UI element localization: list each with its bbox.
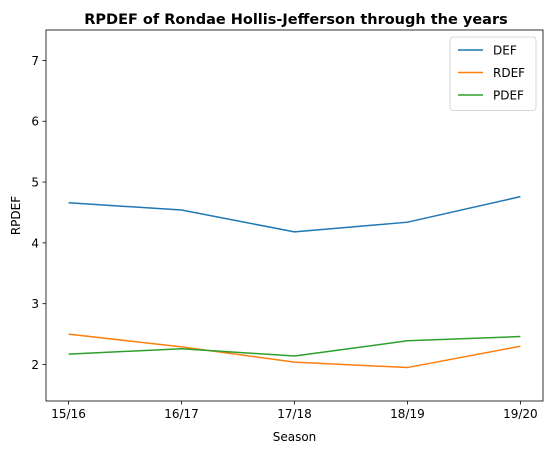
legend: DEF RDEF PDEF	[449, 36, 537, 111]
series-lines	[68, 195, 521, 369]
y-axis-label: RPDEF	[9, 196, 23, 235]
plot-frame	[45, 29, 544, 402]
x-tick-label: 17/18	[277, 407, 312, 421]
y-tick-label: 3	[31, 297, 39, 311]
series-line-def	[68, 195, 521, 233]
x-tick-label: 18/19	[390, 407, 425, 421]
legend-label: RDEF	[493, 66, 525, 80]
x-tick-label: 19/20	[503, 407, 538, 421]
y-tick-label: 4	[31, 236, 39, 250]
x-axis-label: Season	[273, 430, 317, 444]
series-line-pdef	[68, 335, 521, 357]
legend-box	[449, 36, 537, 111]
y-tick-label: 7	[31, 54, 39, 68]
y-tick-label: 5	[31, 176, 39, 190]
x-axis-ticks: 15/16 16/17 17/18 18/19 19/20	[51, 401, 538, 421]
x-tick-label: 15/16	[51, 407, 86, 421]
series-line-rdef	[68, 333, 521, 369]
chart-title: RPDEF of Rondae Hollis-Jefferson through…	[84, 12, 508, 28]
legend-label: PDEF	[493, 89, 524, 103]
y-axis-ticks: 2 3 4 5 6 7	[31, 54, 46, 372]
y-tick-label: 6	[31, 115, 39, 129]
y-tick-label: 2	[31, 358, 39, 372]
x-tick-label: 16/17	[164, 407, 199, 421]
legend-label: DEF	[493, 44, 517, 58]
